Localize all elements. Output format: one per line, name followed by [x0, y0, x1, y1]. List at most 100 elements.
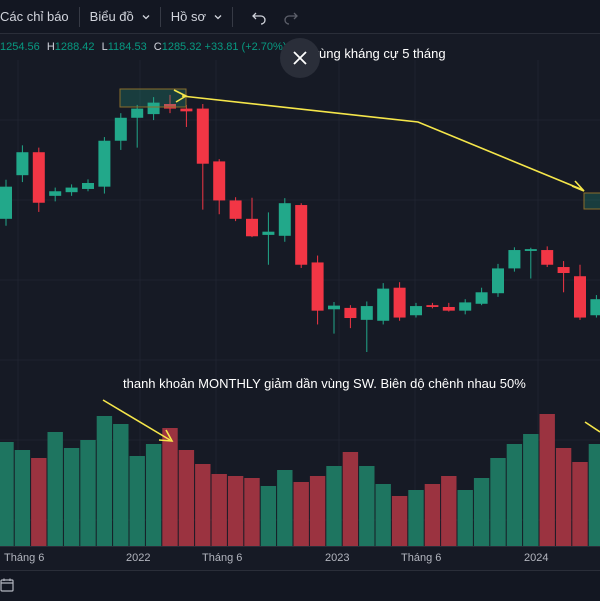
volume-bar [293, 482, 309, 546]
candle-body [49, 191, 62, 196]
candle-body [475, 292, 488, 304]
volume-bar [588, 444, 600, 546]
volume-bar [211, 474, 227, 546]
volume-arrow [584, 421, 600, 433]
annotations [102, 88, 600, 442]
ohlc-high: 1288.42 [54, 41, 95, 53]
volume-bar [14, 450, 31, 546]
candle-body [213, 161, 226, 201]
profile-menu-button[interactable]: Hồ sơ [171, 0, 222, 34]
volume-bar [326, 466, 342, 546]
volume-bar [424, 484, 441, 546]
volume-bar [506, 444, 523, 546]
candle-body [131, 108, 144, 118]
candle-body [0, 186, 12, 219]
resistance-box [119, 88, 187, 108]
ohlc-close: 1285.32 [161, 41, 202, 53]
volume-bar [391, 496, 408, 546]
chart-menu-button[interactable]: Biểu đồ [90, 0, 150, 34]
volume-bar [31, 458, 47, 546]
candle-body [262, 231, 275, 235]
candle-body [311, 262, 324, 311]
undo-icon[interactable] [251, 9, 267, 25]
candle-body [328, 305, 340, 310]
ohlc-open: 1254.56 [0, 41, 40, 53]
chart-menu-label: Biểu đồ [89, 9, 134, 24]
candle-body [524, 249, 537, 251]
chevron-down-icon [142, 14, 150, 19]
volume-note[interactable]: thanh khoản MONTHLY giảm dần vùng SW. Bi… [123, 376, 526, 391]
time-axis-label: 2024 [524, 552, 549, 564]
candle-body [246, 218, 258, 237]
toolbar-divider [78, 6, 80, 27]
candle-body [508, 250, 521, 269]
candle-body [164, 104, 176, 109]
ohlc-close-label: C [153, 41, 162, 53]
toolbar-divider [159, 6, 161, 27]
candle-body [492, 268, 504, 294]
volume-bar [457, 490, 473, 546]
candle-body [278, 203, 291, 236]
candle-body [459, 302, 472, 311]
volume-bar [490, 458, 506, 546]
candle-body [574, 276, 586, 318]
candle-body [180, 108, 193, 112]
candle-body [196, 108, 209, 164]
candle-body [147, 102, 160, 115]
volume-bar [244, 478, 260, 546]
candle-body [114, 117, 127, 141]
candle-body [16, 152, 29, 176]
time-axis-label: Tháng 6 [4, 552, 45, 564]
volume-bar [47, 432, 63, 546]
volume-bar [342, 452, 359, 546]
volume-bars [0, 414, 600, 546]
volume-bar [63, 448, 80, 546]
volume-bar [96, 416, 113, 546]
volume-bar [359, 466, 375, 546]
candle-body [295, 205, 308, 265]
volume-bar [227, 476, 244, 546]
volume-bar [441, 476, 457, 546]
calendar-icon[interactable] [0, 578, 14, 592]
time-axis-label: Tháng 6 [202, 552, 243, 564]
candle-body [393, 287, 406, 318]
toolbar-divider [232, 6, 234, 27]
candle-body [377, 288, 390, 321]
volume-bar [375, 484, 391, 546]
candle-body [442, 306, 455, 311]
ohlc-change: +33.81 (+2.70%) [204, 41, 287, 53]
time-axis-label: 2023 [325, 552, 350, 564]
candle-body [65, 187, 78, 193]
volume-bar [0, 442, 14, 546]
candle-body [541, 250, 554, 265]
time-axis-label: Tháng 6 [401, 552, 442, 564]
redo-icon[interactable] [283, 9, 299, 25]
ohlc-legend: 1254.56 H1288.42 L1184.53 C1285.32 +33.8… [0, 41, 286, 57]
volume-bar [309, 476, 326, 546]
candle-body [82, 182, 94, 189]
profile-menu-label: Hồ sơ [170, 9, 207, 24]
indicators-label: Các chỉ báo [0, 9, 69, 24]
close-button[interactable] [280, 38, 320, 78]
volume-bar [539, 414, 555, 546]
candle-body [590, 299, 600, 316]
resistance-box [583, 192, 600, 210]
candle-body [98, 140, 111, 187]
ohlc-high-label: H [46, 41, 55, 53]
candles [0, 94, 600, 352]
volume-bar [178, 450, 195, 546]
candle-body [229, 200, 242, 219]
volume-bar [260, 486, 277, 546]
price-chart[interactable] [0, 34, 600, 546]
ohlc-low-label: L [101, 41, 108, 53]
volume-bar [195, 464, 211, 546]
time-axis[interactable]: Tháng 6 2022 Tháng 6 2023 Tháng 6 2024 [0, 546, 600, 569]
volume-bar [113, 424, 129, 546]
candle-body [32, 152, 45, 203]
arrow-head [571, 180, 585, 192]
resistance-note[interactable]: SW vùng kháng cự 5 tháng [288, 46, 446, 61]
top-toolbar: Các chỉ báo Biểu đồ Hồ sơ [0, 0, 600, 34]
bottom-toolbar [0, 570, 600, 601]
volume-bar [473, 478, 490, 546]
indicators-button[interactable]: Các chỉ báo [0, 0, 69, 34]
